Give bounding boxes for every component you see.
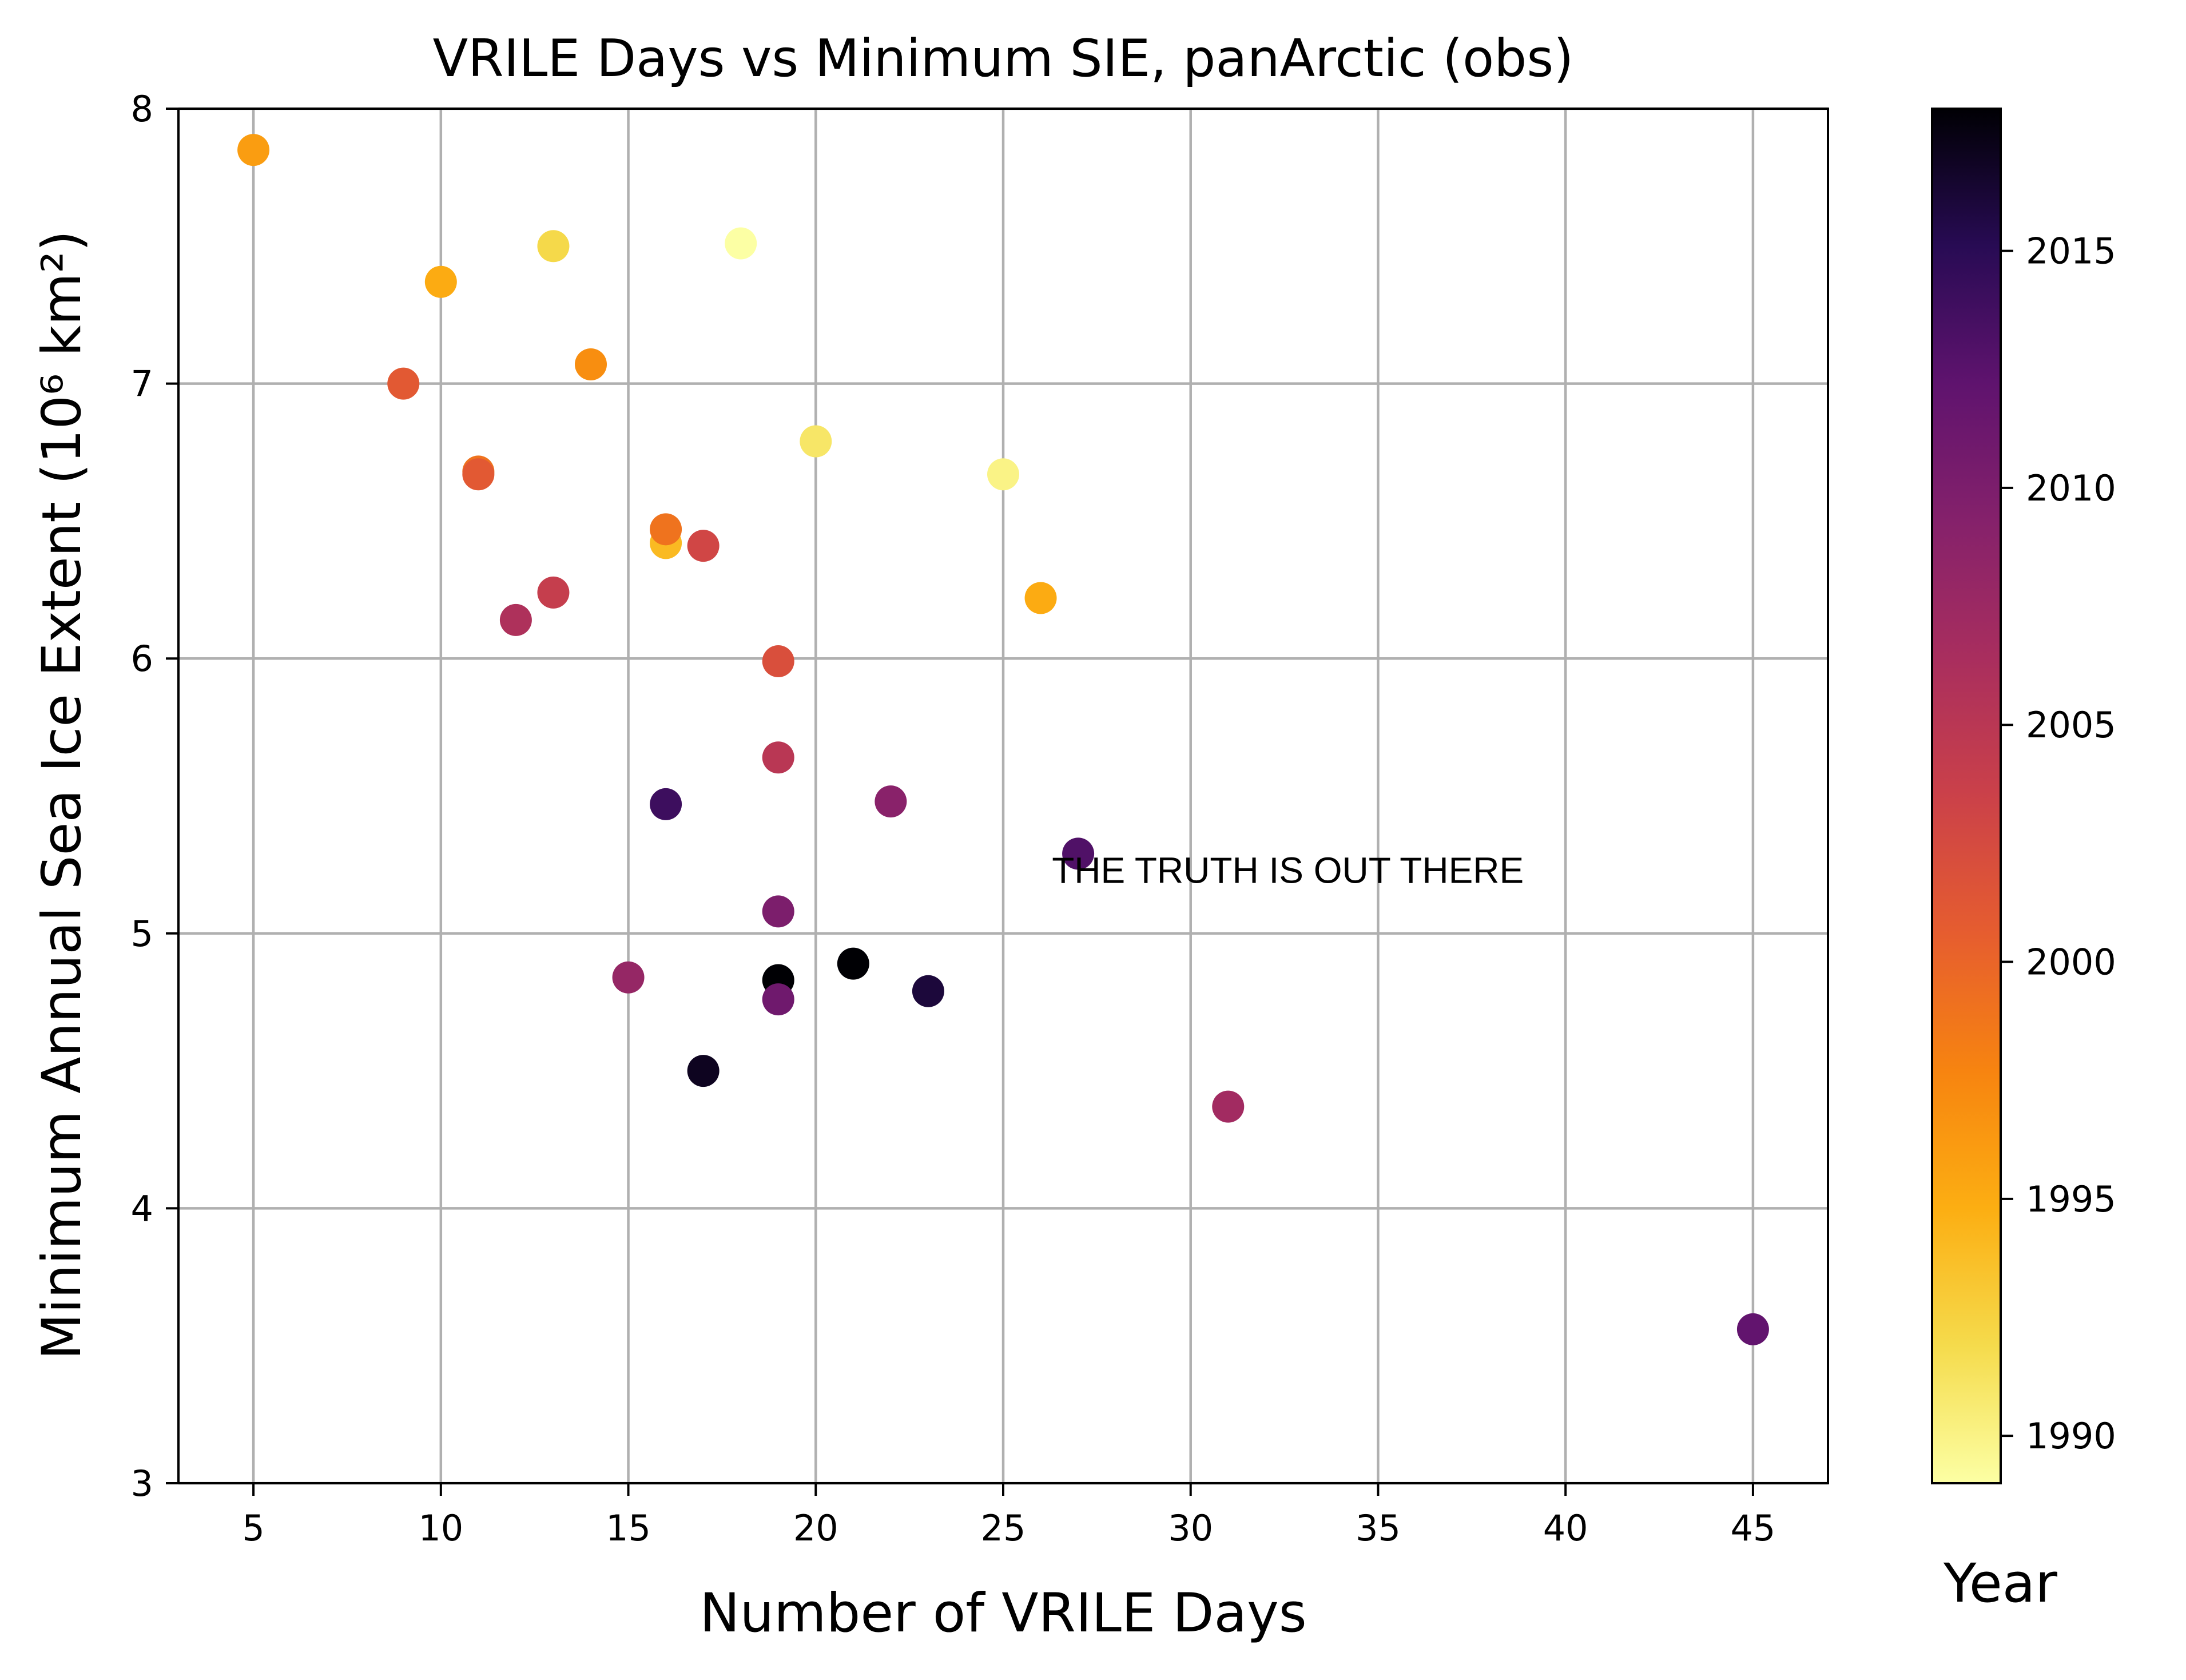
colorbar-label: Year xyxy=(1943,1552,2057,1615)
data-point xyxy=(875,785,907,818)
data-point xyxy=(650,513,682,546)
data-point xyxy=(612,961,645,994)
data-point xyxy=(987,458,1019,491)
x-tick-label: 10 xyxy=(418,1507,463,1549)
data-point xyxy=(499,603,532,636)
colorbar-tick-label: 2010 xyxy=(2026,467,2116,509)
y-axis: 3 4 5 6 7 8 xyxy=(131,88,178,1504)
colorbar-tick-label: 2015 xyxy=(2026,231,2116,272)
colorbar-gradient xyxy=(1931,108,2002,1484)
data-point xyxy=(387,367,420,400)
x-axis: 5 10 15 20 25 30 35 40 45 xyxy=(242,1483,1775,1549)
chart-title: VRILE Days vs Minimum SIE, panArctic (ob… xyxy=(433,29,1574,89)
data-point xyxy=(462,458,495,491)
colorbar-ticks: 1990 1995 2000 2005 2010 2015 xyxy=(2001,231,2116,1457)
x-tick-label: 5 xyxy=(242,1507,264,1549)
colorbar-tick-label: 1990 xyxy=(2026,1415,2116,1457)
x-axis-title: Number of VRILE Days xyxy=(699,1582,1307,1645)
colorbar-tick-label: 2000 xyxy=(2026,942,2116,983)
data-point xyxy=(424,265,457,298)
data-point xyxy=(650,788,682,820)
y-tick-label: 8 xyxy=(131,88,153,130)
data-point xyxy=(237,134,270,166)
data-point xyxy=(762,645,794,678)
data-point xyxy=(762,895,794,928)
x-tick-label: 45 xyxy=(1730,1507,1775,1549)
y-tick-label: 7 xyxy=(131,363,153,405)
data-points xyxy=(237,134,1769,1345)
data-point xyxy=(725,227,757,260)
y-tick-label: 5 xyxy=(131,913,153,955)
data-point xyxy=(575,348,607,380)
data-point xyxy=(1062,837,1095,870)
colorbar: 1990 1995 2000 2005 2010 2015 Year xyxy=(1931,108,2116,1615)
y-axis-title: Minimum Annual Sea Ice Extent (10⁶ km²) xyxy=(31,231,93,1360)
grid xyxy=(178,107,1828,1485)
x-tick-label: 35 xyxy=(1356,1507,1401,1549)
annotation: THE TRUTH IS OUT THERE xyxy=(1052,849,1524,891)
data-point xyxy=(687,1055,720,1087)
colorbar-tick-label: 2005 xyxy=(2026,704,2116,746)
data-point xyxy=(687,530,720,562)
x-tick-label: 40 xyxy=(1543,1507,1588,1549)
data-point xyxy=(762,741,794,774)
data-point xyxy=(537,576,570,609)
x-tick-label: 25 xyxy=(981,1507,1026,1549)
data-point xyxy=(837,947,869,980)
x-tick-label: 15 xyxy=(606,1507,651,1549)
y-tick-label: 6 xyxy=(131,638,153,680)
y-tick-label: 4 xyxy=(131,1187,153,1229)
colorbar-tick-label: 1995 xyxy=(2026,1178,2116,1220)
data-point xyxy=(1736,1313,1769,1345)
data-point xyxy=(1212,1090,1245,1123)
x-tick-label: 30 xyxy=(1168,1507,1213,1549)
data-point xyxy=(1024,582,1057,614)
data-point xyxy=(800,425,832,458)
data-point xyxy=(912,975,944,1007)
data-point xyxy=(537,230,570,263)
data-point xyxy=(762,983,794,1016)
y-tick-label: 3 xyxy=(131,1463,153,1504)
x-tick-label: 20 xyxy=(793,1507,838,1549)
